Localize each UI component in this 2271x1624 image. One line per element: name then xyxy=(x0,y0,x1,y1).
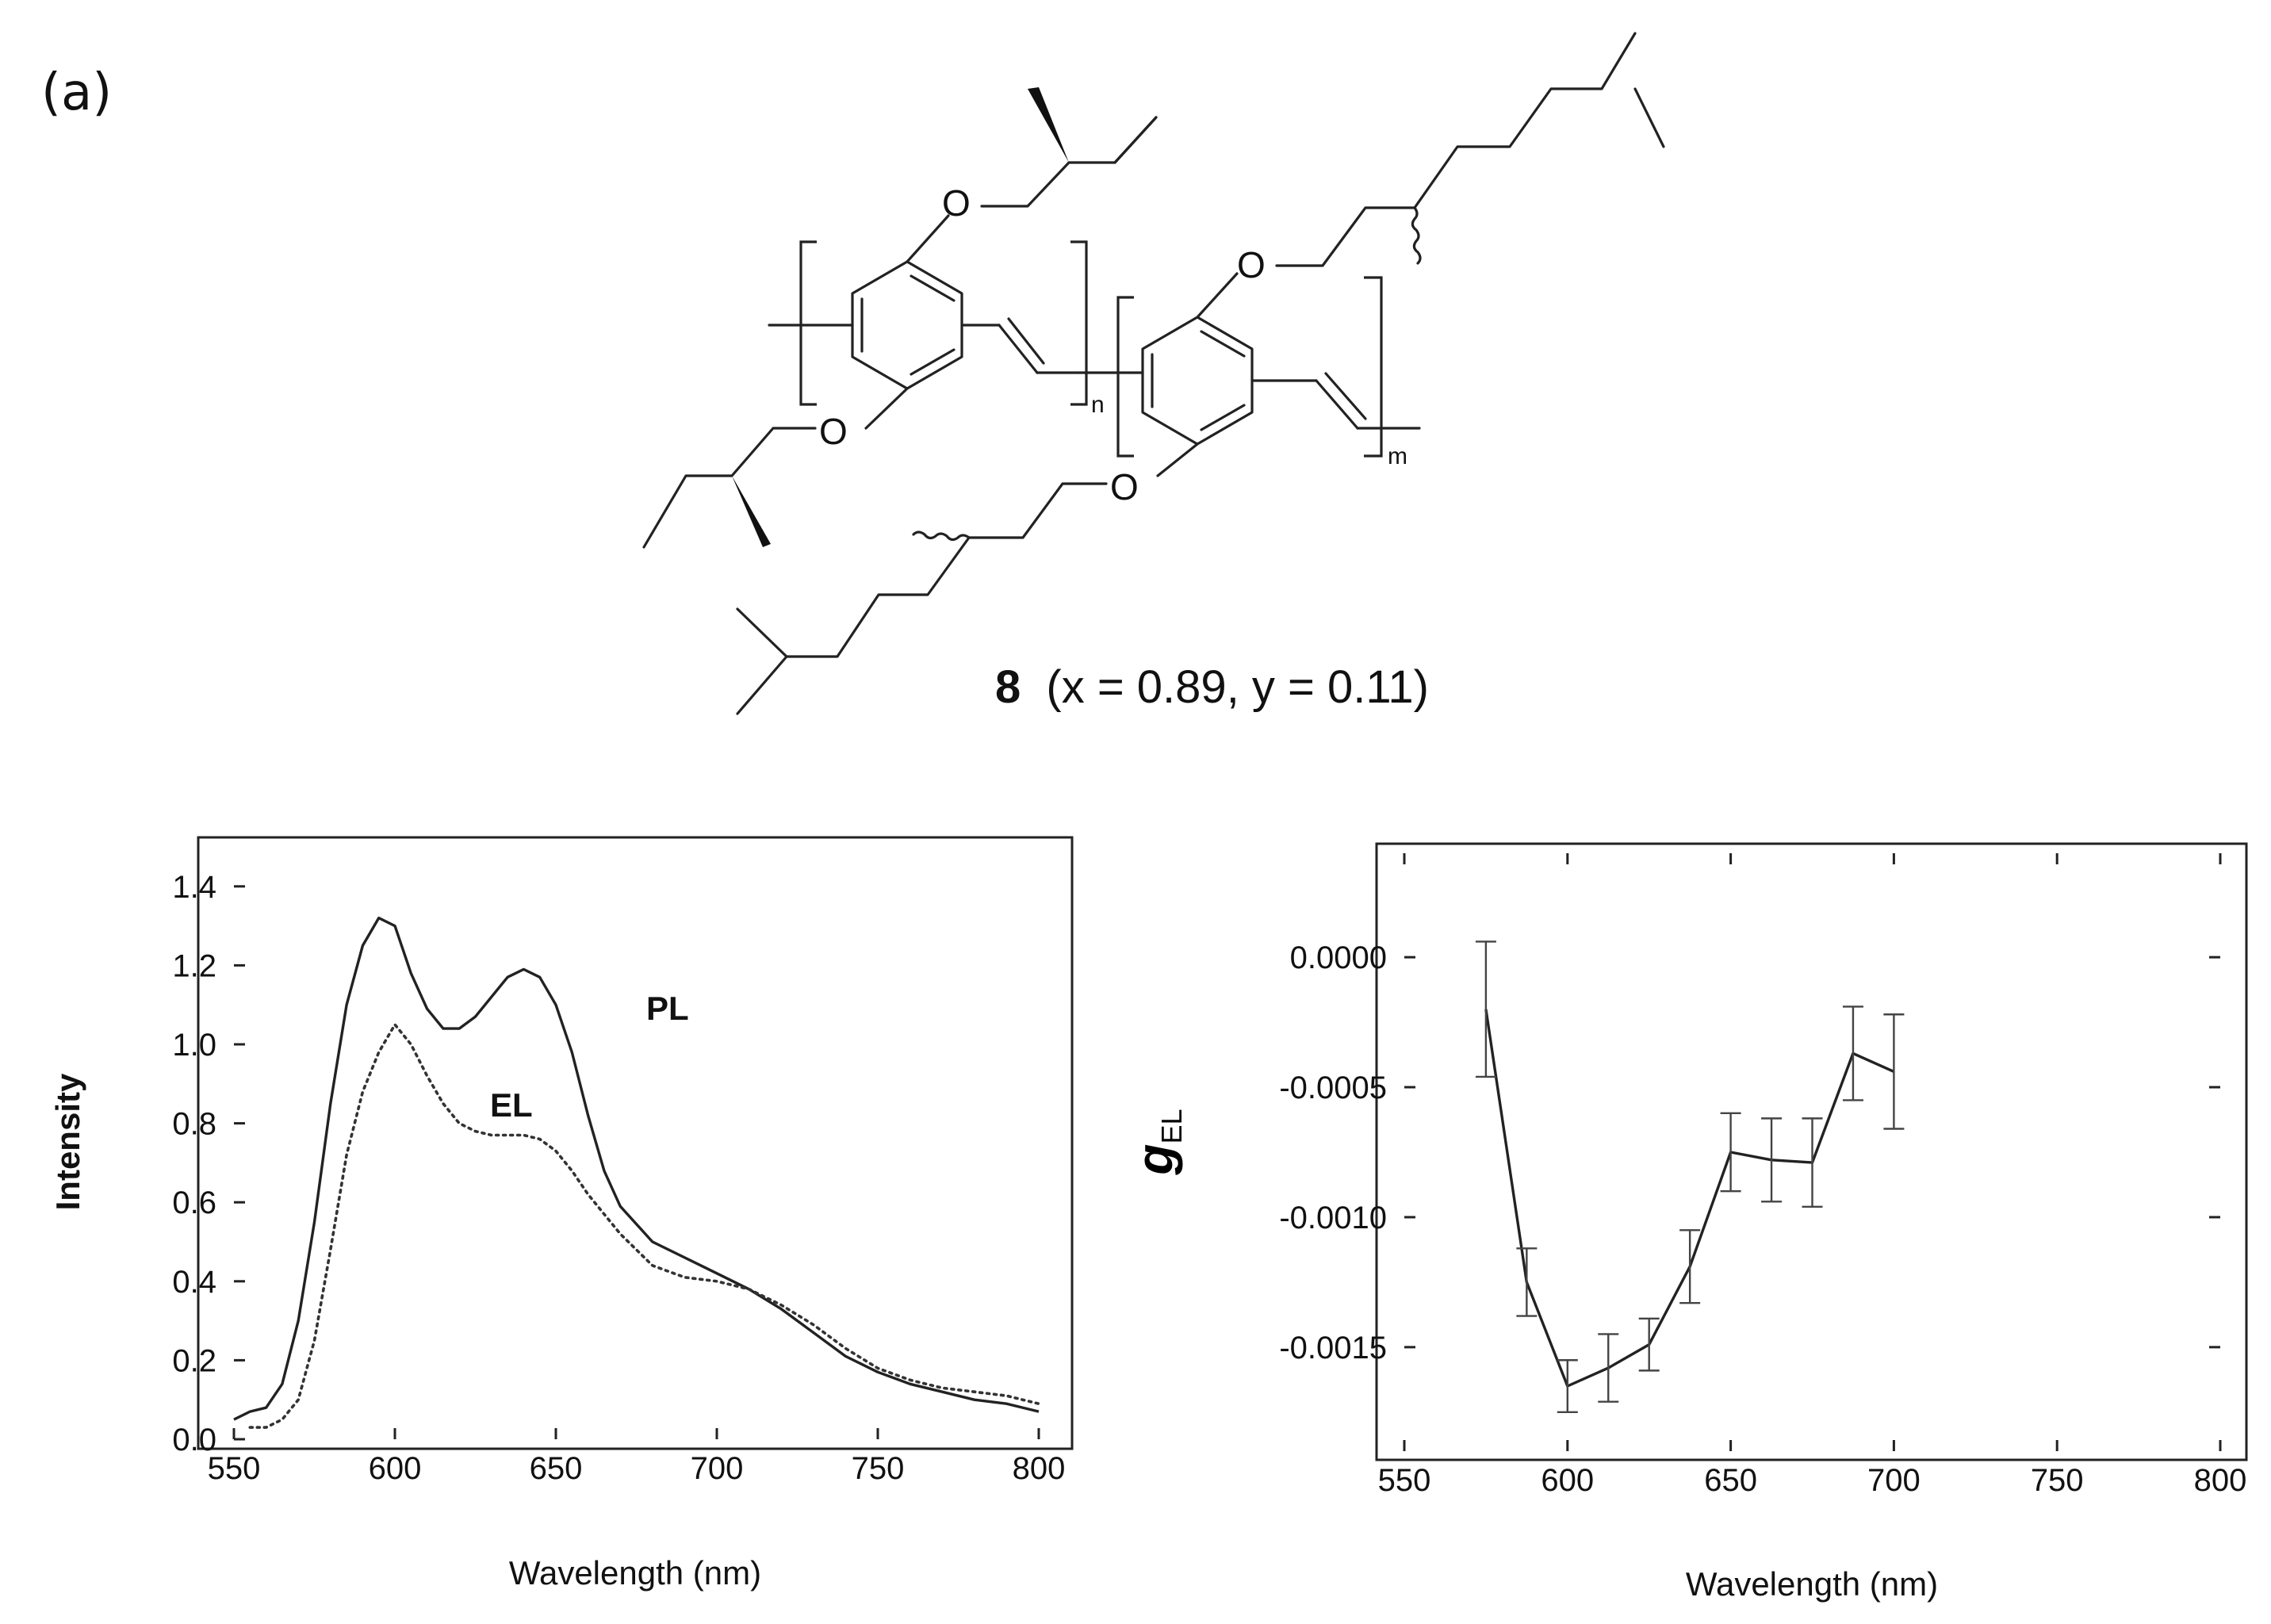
bond-ring1-o-top xyxy=(906,214,950,263)
panel-label: (a) xyxy=(41,63,113,122)
x-tick-label: 600 xyxy=(369,1451,422,1486)
y-tick-label: 0.6 xyxy=(172,1185,216,1220)
x-tick-label: 750 xyxy=(852,1451,905,1486)
wedge-bond-top xyxy=(1028,87,1069,163)
y-tick-label: -0.0010 xyxy=(1279,1201,1387,1235)
intensity-series xyxy=(233,916,1040,1429)
vinylene-1b xyxy=(1007,317,1045,365)
gel-y-axis-title-sub: EL xyxy=(1155,1109,1188,1143)
gel-y-axis-title-main: g xyxy=(1126,1143,1183,1175)
repeat-label-m: m xyxy=(1388,443,1407,469)
y-tick-label: -0.0005 xyxy=(1279,1071,1387,1105)
y-tick-label: 0.8 xyxy=(172,1107,216,1142)
gel-y-axis-title: gEL xyxy=(1126,1109,1188,1175)
y-tick-label: 1.2 xyxy=(172,948,216,983)
vinylene-1a xyxy=(998,324,1039,374)
x-tick-label: 600 xyxy=(1541,1463,1594,1498)
intensity-x-axis-title: Wavelength (nm) xyxy=(509,1554,761,1591)
wavy-bond-top xyxy=(1411,206,1422,265)
chain-bottom-isopropyl xyxy=(736,607,788,658)
bond-ring2-o-bottom xyxy=(1156,442,1199,477)
y-tick-label: 0.2 xyxy=(172,1343,216,1378)
y-tick-label: 0.0000 xyxy=(1290,940,1387,975)
series-line-0 xyxy=(1484,1009,1895,1388)
intensity-plot-frame xyxy=(197,836,1074,1450)
x-tick-label: 750 xyxy=(2031,1463,2084,1498)
bond-ethyl-top xyxy=(1113,116,1158,164)
oxygen-top-1: O xyxy=(942,182,971,224)
oxygen-bottom-1: O xyxy=(819,411,848,452)
x-tick-label: 700 xyxy=(691,1451,744,1486)
bond-ring2-o-top xyxy=(1196,272,1239,319)
gel-y-axis: 0.0000 -0.0005 -0.0010 -0.0015 xyxy=(1279,940,2220,1365)
chain-dimethyloctyl-bottom xyxy=(736,482,1108,715)
vinylene-2b xyxy=(1324,372,1367,420)
intensity-x-axis: 550 600 650 700 750 800 xyxy=(208,1428,1066,1486)
intensity-y-axis-title: Intensity xyxy=(49,1073,86,1210)
intensity-y-axis: 0.0 0.2 0.4 0.6 0.8 1.0 1.2 1.4 xyxy=(172,870,245,1457)
series-line-el xyxy=(248,1023,1040,1429)
oxygen-bottom-2: O xyxy=(1110,466,1139,508)
y-tick-label: 0.4 xyxy=(172,1265,216,1300)
gel-plot-frame xyxy=(1375,842,2248,1461)
series-label-pl: PL xyxy=(646,990,689,1027)
y-tick-label: 1.4 xyxy=(172,870,216,905)
polymer-structure-diagram: O O n O O m 8 (x = 0.89, y = 0.11) xyxy=(642,32,1665,715)
wavy-bond-bottom xyxy=(912,530,971,542)
y-tick-label: 1.0 xyxy=(172,1028,216,1063)
gel-x-axis-title: Wavelength (nm) xyxy=(1686,1565,1938,1603)
x-tick-label: 550 xyxy=(1378,1463,1431,1498)
x-tick-label: 550 xyxy=(208,1451,261,1486)
y-tick-label: -0.0015 xyxy=(1279,1331,1387,1365)
repeat-label-n: n xyxy=(1091,392,1105,418)
chain-dimethyloctyl-top xyxy=(1275,32,1637,267)
oxygen-top-2: O xyxy=(1237,244,1266,285)
y-tick-label: 0.0 xyxy=(172,1423,216,1457)
x-tick-label: 700 xyxy=(1867,1463,1921,1498)
wedge-bond-bottom xyxy=(732,476,771,547)
series-line-pl xyxy=(233,916,1040,1421)
compound-composition: (x = 0.89, y = 0.11) xyxy=(1046,661,1429,713)
chain-top-isopropyl xyxy=(1633,87,1665,148)
series-label-el: EL xyxy=(490,1086,533,1124)
gel-x-axis: 550 600 650 700 750 800 xyxy=(1378,853,2247,1498)
x-tick-label: 800 xyxy=(2194,1463,2247,1498)
compound-number: 8 xyxy=(995,661,1021,713)
x-tick-label: 650 xyxy=(1704,1463,1757,1498)
x-tick-label: 650 xyxy=(530,1451,583,1486)
bracket-m-left xyxy=(1116,296,1134,458)
bond-ring1-o-bottom xyxy=(864,387,909,430)
bracket-m-right xyxy=(1364,276,1383,458)
bracket-n-right xyxy=(1070,240,1088,406)
x-tick-label: 800 xyxy=(1013,1451,1066,1486)
gel-series xyxy=(1475,940,1905,1414)
bracket-n-left xyxy=(799,240,817,406)
compound-caption: 8 (x = 0.89, y = 0.11) xyxy=(995,661,1429,713)
vinylene-2a xyxy=(1315,379,1359,430)
